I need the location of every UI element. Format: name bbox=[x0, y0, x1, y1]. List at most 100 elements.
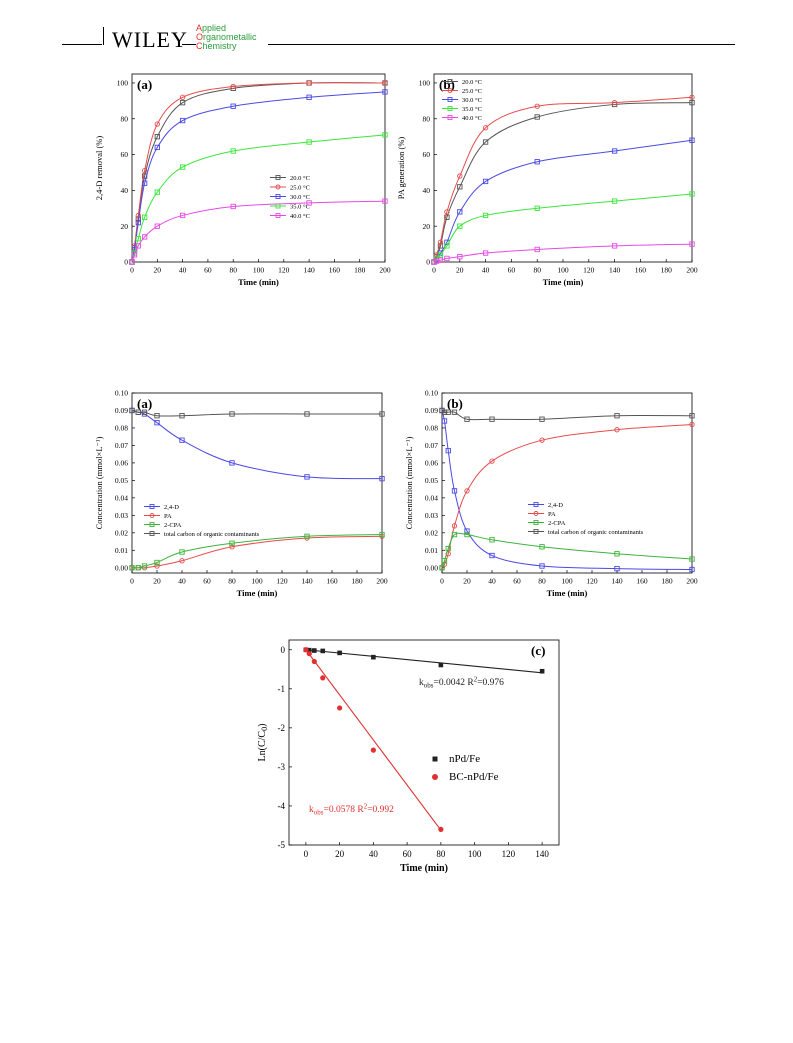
x-tick-label: 180 bbox=[354, 266, 366, 275]
series-line bbox=[433, 96, 693, 263]
x-tick-label: 120 bbox=[586, 577, 598, 586]
x-tick-label: 140 bbox=[609, 266, 621, 275]
data-point bbox=[306, 80, 312, 86]
data-point bbox=[451, 531, 458, 538]
y-tick-label: 0.05 bbox=[115, 476, 128, 485]
x-tick-label: 80 bbox=[436, 849, 446, 859]
data-point bbox=[135, 219, 141, 226]
legend-label: total carbon of organic contaminants bbox=[164, 531, 260, 538]
data-point bbox=[179, 212, 186, 219]
data-point bbox=[438, 662, 444, 668]
y-tick-label: 0 bbox=[124, 258, 128, 267]
x-tick-label: 100 bbox=[557, 266, 569, 275]
panel-label: (a) bbox=[137, 396, 152, 411]
data-point bbox=[482, 139, 489, 145]
chart-top-b: 0 20 40 60 80 100 120 140 160 180 200 0 20 40 60 80 100 T… bbox=[396, 73, 698, 287]
x-tick-label: 20 bbox=[335, 849, 345, 859]
x-tick-label: 60 bbox=[204, 266, 212, 275]
data-point bbox=[689, 556, 695, 562]
data-point bbox=[179, 437, 185, 443]
y-tick-label: 0.01 bbox=[115, 546, 128, 555]
data-point bbox=[129, 407, 135, 414]
x-tick-label: 200 bbox=[376, 577, 388, 586]
x-tick-label: 20 bbox=[456, 266, 464, 275]
data-point bbox=[464, 416, 470, 422]
data-point bbox=[539, 416, 545, 422]
y-tick-label: -1 bbox=[278, 684, 286, 694]
x-tick-label: 60 bbox=[513, 577, 521, 586]
chart-mid-a: 0 20 40 60 80 100 120 140 160 180 200 0.00 0.01 0.02 0… bbox=[94, 389, 388, 598]
y-tick-label: 100 bbox=[117, 79, 129, 88]
y-tick-label: 20 bbox=[121, 222, 129, 231]
y-tick-label: 0.00 bbox=[115, 563, 128, 572]
x-tick-label: 140 bbox=[303, 266, 315, 275]
data-point bbox=[489, 537, 495, 543]
y-axis-label: PA generation (%) bbox=[396, 137, 406, 200]
chart-mid-b: 0 20 40 60 80 100 120 140 160 180 200 0.00 0.01 0.02 0… bbox=[404, 389, 698, 598]
series-line bbox=[131, 134, 386, 263]
data-point bbox=[306, 94, 312, 100]
data-point bbox=[154, 189, 160, 195]
y-tick-label: 0.05 bbox=[425, 476, 438, 485]
data-point bbox=[179, 94, 186, 100]
legend-label: 40.0 °C bbox=[462, 115, 482, 122]
header-rule-left bbox=[62, 44, 102, 45]
series-line bbox=[131, 200, 386, 263]
x-tick-label: 40 bbox=[369, 849, 379, 859]
x-tick-label: 120 bbox=[276, 577, 288, 586]
x-tick-label: 80 bbox=[229, 266, 237, 275]
data-point bbox=[689, 137, 695, 143]
data-point bbox=[489, 416, 495, 422]
data-point bbox=[179, 558, 185, 564]
legend-marker bbox=[533, 511, 539, 516]
y-tick-label: 20 bbox=[423, 222, 431, 231]
x-tick-label: 40 bbox=[178, 577, 186, 586]
series-line bbox=[441, 410, 693, 571]
fit-annotation: kobs=0.0042 R2=0.976 bbox=[419, 676, 504, 690]
x-tick-label: 120 bbox=[583, 266, 595, 275]
data-point bbox=[457, 223, 463, 229]
x-tick-label: 100 bbox=[561, 577, 573, 586]
data-point bbox=[382, 132, 388, 138]
x-tick-label: 200 bbox=[686, 266, 698, 275]
data-point bbox=[689, 94, 695, 100]
data-point bbox=[441, 409, 448, 415]
data-point bbox=[135, 212, 141, 219]
data-point bbox=[129, 259, 135, 265]
x-tick-label: 100 bbox=[253, 266, 265, 275]
x-tick-label: 200 bbox=[686, 577, 698, 586]
data-point bbox=[433, 258, 440, 264]
data-point bbox=[154, 121, 160, 127]
x-axis-label: Time (min) bbox=[547, 588, 588, 598]
chart-bottom-c: 0 20 40 60 80 100 120 140 0 -1 -2 -3 -4 -5 Time (min) L… bbox=[257, 639, 560, 874]
series-line bbox=[131, 82, 386, 263]
panel-label: (b) bbox=[447, 396, 463, 411]
y-tick-label: 0 bbox=[426, 258, 430, 267]
y-tick-label: 0.09 bbox=[425, 406, 438, 415]
data-point bbox=[311, 658, 317, 665]
legend-label: 25.0 °C bbox=[462, 88, 482, 95]
data-point bbox=[142, 234, 148, 240]
y-tick-label: 40 bbox=[121, 186, 129, 195]
data-point bbox=[230, 103, 236, 109]
x-tick-label: 80 bbox=[538, 577, 546, 586]
x-tick-label: 200 bbox=[379, 266, 391, 275]
legend-label: PA bbox=[164, 513, 172, 520]
data-point bbox=[445, 409, 451, 415]
data-point bbox=[464, 531, 470, 538]
data-point bbox=[303, 647, 309, 653]
data-point bbox=[230, 203, 236, 210]
data-point bbox=[489, 552, 495, 559]
legend-marker bbox=[275, 213, 281, 218]
x-tick-label: 0 bbox=[432, 266, 436, 275]
data-point bbox=[337, 650, 342, 656]
series-line bbox=[131, 82, 386, 263]
legend-marker bbox=[432, 774, 438, 780]
data-point bbox=[614, 551, 620, 557]
legend-label: PA bbox=[548, 511, 556, 518]
x-tick-label: 60 bbox=[403, 849, 413, 859]
y-tick-label: 0.09 bbox=[115, 406, 128, 415]
data-point bbox=[229, 411, 235, 417]
data-point bbox=[312, 648, 317, 653]
data-point bbox=[539, 563, 545, 569]
